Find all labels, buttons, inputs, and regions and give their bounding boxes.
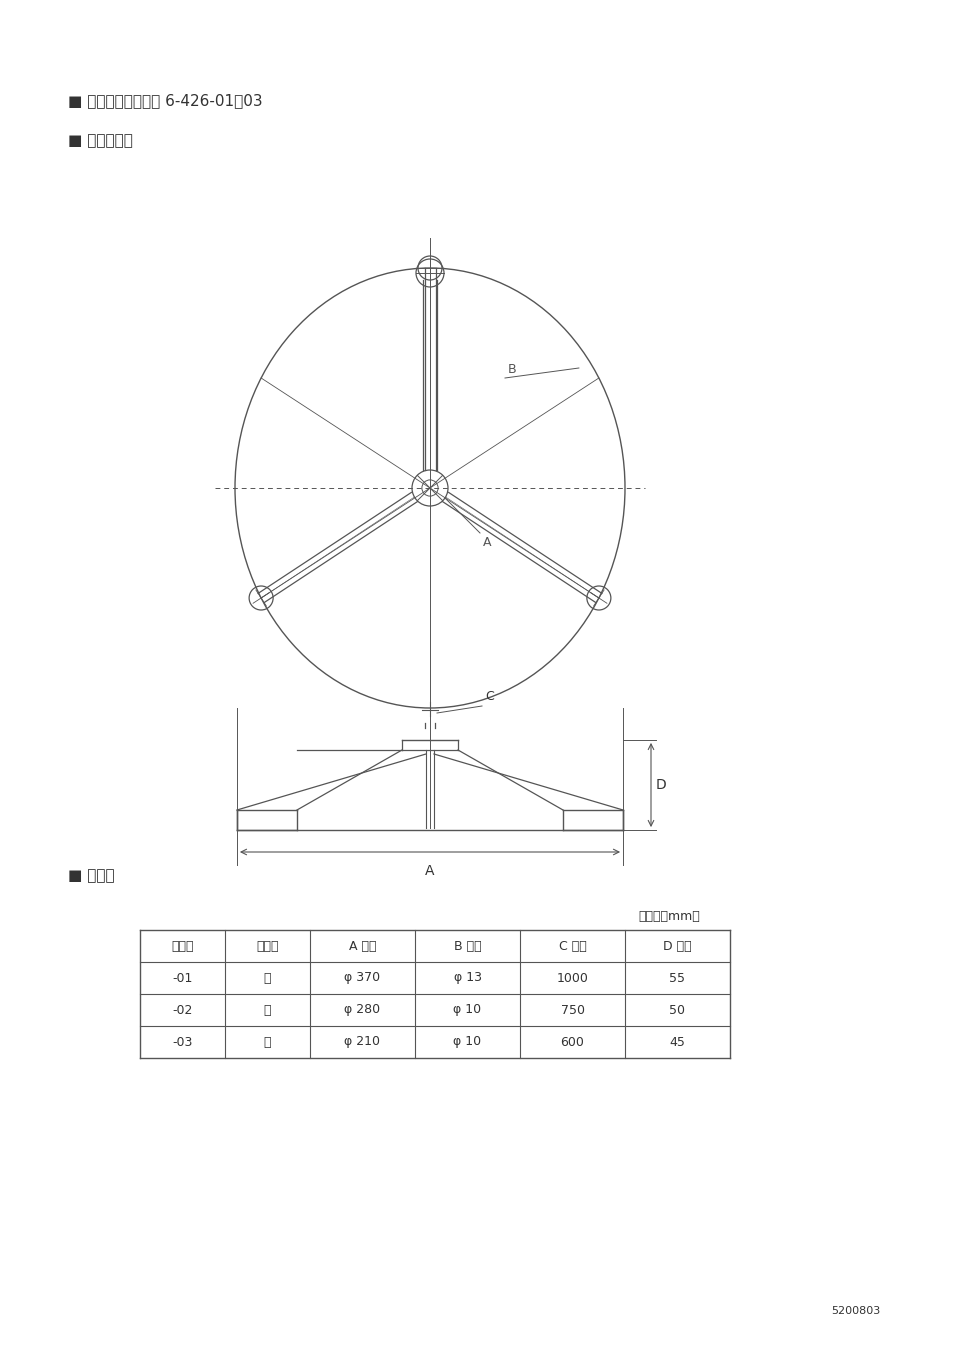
Text: 型　番: 型 番 [256,940,278,952]
Text: -01: -01 [172,971,193,985]
Text: 中: 中 [264,1004,272,1017]
Text: -03: -03 [172,1036,193,1048]
Text: A: A [483,536,492,549]
Text: 1000: 1000 [557,971,588,985]
Text: ■ 寸法表: ■ 寸法表 [68,868,114,883]
Text: 45: 45 [669,1036,685,1048]
Text: （単位：mm）: （単位：mm） [638,910,700,923]
Text: 750: 750 [561,1004,585,1017]
Text: B 棒径: B 棒径 [454,940,481,952]
Text: ■ 鉄製スタンド　　 6-426-01～03: ■ 鉄製スタンド 6-426-01～03 [68,92,263,109]
Text: φ 10: φ 10 [453,1036,482,1048]
Text: 大: 大 [264,971,272,985]
Text: C 棒長: C 棒長 [559,940,587,952]
Text: 小: 小 [264,1036,272,1048]
Text: A 直径: A 直径 [348,940,376,952]
Text: D 高さ: D 高さ [663,940,692,952]
Text: φ 280: φ 280 [345,1004,380,1017]
Text: 600: 600 [561,1036,585,1048]
Text: φ 13: φ 13 [453,971,482,985]
Text: D: D [656,778,667,792]
Text: A: A [425,864,435,879]
Text: φ 210: φ 210 [345,1036,380,1048]
Text: φ 370: φ 370 [345,971,380,985]
Text: ■ 外形寸法図: ■ 外形寸法図 [68,133,132,148]
Text: C: C [485,690,493,703]
Text: 55: 55 [669,971,685,985]
Text: 5200803: 5200803 [830,1306,880,1316]
Text: B: B [508,363,516,376]
Text: -02: -02 [172,1004,193,1017]
Text: 品　番: 品 番 [171,940,194,952]
Text: φ 10: φ 10 [453,1004,482,1017]
Text: 50: 50 [669,1004,685,1017]
